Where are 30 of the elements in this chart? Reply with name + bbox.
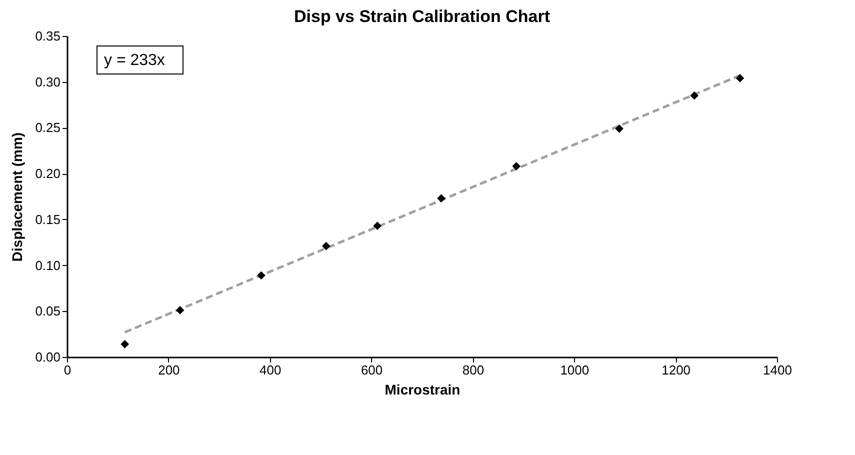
x-tick-label: 600 [360, 362, 383, 378]
x-axis-title: Microstrain [384, 382, 460, 398]
y-tick-label: 0.30 [35, 74, 60, 90]
point [373, 222, 382, 230]
x-tick-label: 0 [64, 362, 72, 378]
x-tick-label: 1200 [662, 362, 691, 378]
x-tick-label: 200 [158, 362, 180, 378]
y-tick-label: 0.05 [35, 304, 60, 319]
annotation: y = 233x [104, 52, 165, 69]
x-tick-label: 400 [260, 362, 282, 378]
point [615, 124, 624, 133]
y-tick-label: 0.35 [35, 28, 60, 44]
point [120, 340, 129, 348]
point [690, 91, 699, 100]
point [322, 242, 330, 250]
point [512, 162, 521, 170]
y-tick-label: 0.15 [35, 212, 60, 227]
point [257, 271, 266, 280]
y-tick-label: 0.25 [35, 120, 60, 136]
chart-title: Disp vs Strain Calibration Chart [294, 7, 550, 26]
x-tick-label: 800 [462, 362, 484, 378]
y-tick-label: 0.20 [35, 166, 60, 182]
y-tick-label: 0.00 [35, 350, 60, 364]
point [176, 306, 184, 314]
y-tick-label: 0.10 [35, 258, 60, 273]
point [736, 74, 744, 82]
x-tick-label: 1400 [763, 362, 792, 378]
y-axis-title: Displacement (mm) [9, 132, 26, 262]
x-tick-label: 1000 [560, 362, 590, 378]
point [437, 194, 446, 203]
